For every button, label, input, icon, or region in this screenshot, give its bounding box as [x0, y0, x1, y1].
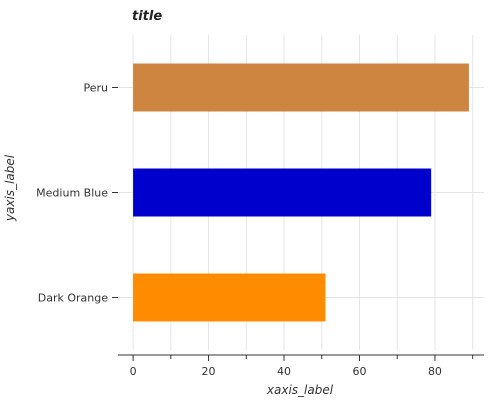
chart-title: title [132, 9, 162, 24]
x-tick-label: 20 [202, 365, 216, 378]
y-category-label: Medium Blue [36, 187, 108, 200]
x-tick-label: 80 [428, 365, 442, 378]
y-category-label: Peru [83, 82, 108, 95]
x-tick-label: 0 [130, 365, 137, 378]
x-ticks: 0 20 40 60 80 [130, 355, 474, 378]
bar-medium-blue [133, 168, 432, 217]
bar-peru [133, 63, 469, 112]
bars-group [133, 63, 469, 322]
y-category-labels: Dark Orange Medium Blue Peru [36, 82, 118, 305]
x-tick-label: 40 [277, 365, 291, 378]
bar-dark-orange [133, 273, 326, 322]
y-axis-label: yaxis_label [3, 154, 17, 222]
x-tick-label: 60 [352, 365, 366, 378]
y-category-label: Dark Orange [38, 292, 108, 305]
x-axis-label: xaxis_label [266, 383, 334, 397]
